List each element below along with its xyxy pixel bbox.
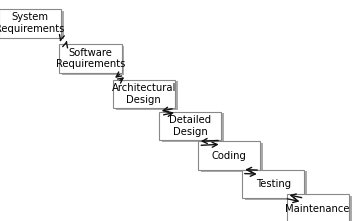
Text: Architectural
Design: Architectural Design: [111, 83, 176, 105]
FancyBboxPatch shape: [242, 170, 304, 198]
FancyBboxPatch shape: [60, 44, 121, 73]
FancyBboxPatch shape: [2, 11, 64, 39]
Text: Maintenance: Maintenance: [285, 204, 350, 214]
FancyBboxPatch shape: [162, 113, 224, 142]
Text: Detailed
Design: Detailed Design: [169, 115, 211, 137]
FancyBboxPatch shape: [0, 9, 61, 38]
Text: System
Requirements: System Requirements: [0, 12, 65, 34]
FancyBboxPatch shape: [159, 112, 221, 140]
FancyBboxPatch shape: [113, 80, 175, 108]
Text: Software
Requirements: Software Requirements: [56, 48, 125, 69]
FancyBboxPatch shape: [290, 196, 351, 221]
FancyBboxPatch shape: [287, 194, 349, 221]
FancyBboxPatch shape: [116, 81, 178, 110]
FancyBboxPatch shape: [62, 46, 125, 75]
FancyBboxPatch shape: [198, 141, 260, 170]
Text: Coding: Coding: [212, 151, 246, 161]
Text: Testing: Testing: [256, 179, 291, 189]
FancyBboxPatch shape: [245, 171, 307, 200]
FancyBboxPatch shape: [201, 143, 263, 172]
